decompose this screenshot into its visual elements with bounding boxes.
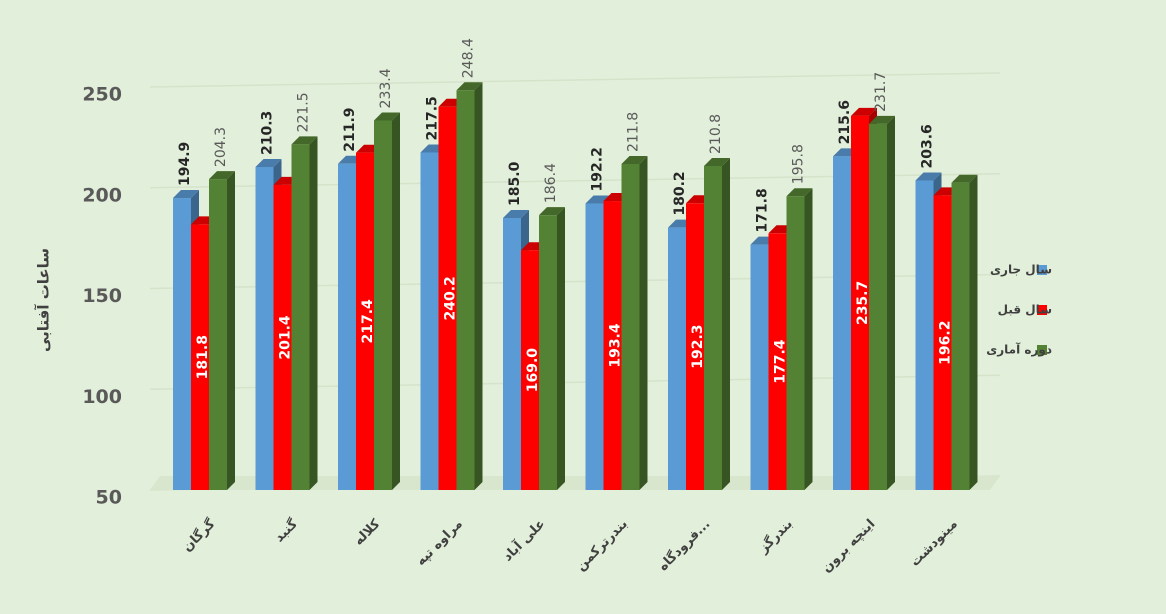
grid-line: [149, 72, 1001, 88]
value-label: 221.5: [296, 92, 312, 132]
bar: [420, 152, 439, 491]
bar: [833, 156, 851, 491]
bar: [915, 180, 934, 490]
bar-top: [209, 171, 235, 180]
legend-swatch: [1037, 345, 1047, 355]
bar: [521, 250, 539, 490]
bar-side: [309, 136, 318, 491]
bar-top: [786, 188, 813, 197]
bar: [255, 166, 274, 491]
legend-swatch: [1037, 305, 1047, 315]
bar: [291, 144, 310, 491]
legend-swatch: [1037, 265, 1047, 275]
bar-side: [722, 157, 730, 490]
value-label: 233.4: [378, 68, 394, 108]
bar-side: [969, 174, 978, 490]
bar: [686, 203, 704, 490]
legend-label: سال قبل: [998, 303, 1052, 317]
y-tick-label: 250: [82, 84, 122, 106]
value-label: 181.8: [195, 335, 211, 379]
value-label: 235.7: [855, 281, 871, 325]
bar: [933, 195, 952, 491]
y-tick-label: 200: [82, 184, 122, 206]
bar: [191, 224, 209, 490]
bar: [273, 184, 292, 490]
bar: [209, 179, 227, 490]
bar: [603, 201, 622, 490]
bar-top: [869, 115, 895, 124]
bar-top: [291, 136, 318, 145]
value-label: 217.4: [360, 299, 376, 344]
value-label: 195.8: [791, 144, 807, 184]
bar-top: [539, 207, 565, 216]
bar-top: [173, 190, 199, 199]
value-label: 196.2: [938, 321, 954, 365]
value-label: 211.9: [342, 107, 358, 151]
bar: [869, 123, 887, 490]
bar: [704, 165, 722, 490]
y-tick-label: 100: [82, 386, 122, 408]
value-label: 201.4: [278, 315, 294, 360]
bar: [338, 163, 356, 491]
bar-top: [951, 174, 978, 183]
value-label: 186.4: [543, 163, 559, 203]
value-label: 210.3: [260, 111, 276, 155]
bar-top: [621, 155, 648, 164]
y-tick-label: 50: [96, 487, 122, 509]
value-label: 193.4: [608, 323, 624, 368]
value-label: 169.0: [525, 348, 541, 393]
bar-top: [851, 107, 877, 116]
bar: [851, 115, 869, 490]
legend-label: سال جاری: [990, 263, 1052, 277]
bar: [356, 152, 374, 490]
value-label: 210.8: [708, 114, 724, 154]
bar: [503, 217, 521, 490]
bar: [951, 182, 970, 490]
bar: [438, 106, 457, 490]
bar: [768, 233, 787, 490]
value-label: 203.6: [920, 124, 936, 168]
value-label: 204.3: [213, 127, 229, 167]
value-label: 177.4: [773, 339, 789, 384]
bar: [456, 90, 475, 490]
value-label: 192.3: [690, 324, 706, 368]
bar: [374, 120, 392, 490]
bar: [173, 198, 191, 491]
bar-top: [456, 82, 483, 91]
bar-side: [887, 115, 895, 490]
y-tick-label: 150: [82, 285, 122, 307]
value-label: 231.7: [873, 72, 889, 112]
value-label: 192.2: [590, 147, 606, 191]
bar: [786, 196, 805, 490]
bar: [621, 163, 640, 490]
value-label: 171.8: [755, 188, 771, 232]
bar-side: [557, 207, 565, 491]
value-label: 217.5: [425, 96, 441, 140]
bar-top: [255, 158, 282, 167]
bar-top: [374, 112, 400, 121]
bar: [585, 203, 604, 491]
value-label: 194.9: [177, 142, 193, 186]
value-label: 215.6: [837, 100, 853, 144]
bar-top: [503, 209, 529, 218]
value-label: 240.2: [443, 276, 459, 320]
bar-side: [474, 82, 483, 490]
value-label: 248.4: [461, 38, 477, 78]
bar: [539, 215, 557, 491]
value-label: 211.8: [626, 112, 642, 152]
value-label: 180.2: [672, 171, 688, 215]
y-axis-title: ساعات آفتابی: [35, 248, 53, 352]
bar-side: [227, 171, 235, 490]
value-label: 185.0: [507, 161, 523, 206]
bar-top: [704, 157, 730, 166]
bar: [750, 244, 769, 490]
bar-side: [392, 112, 400, 490]
bar-side: [804, 188, 813, 490]
legend-label: دوره آماری: [986, 342, 1052, 358]
bar-top: [915, 172, 942, 181]
bar: [668, 227, 686, 490]
bar-side: [639, 155, 648, 490]
